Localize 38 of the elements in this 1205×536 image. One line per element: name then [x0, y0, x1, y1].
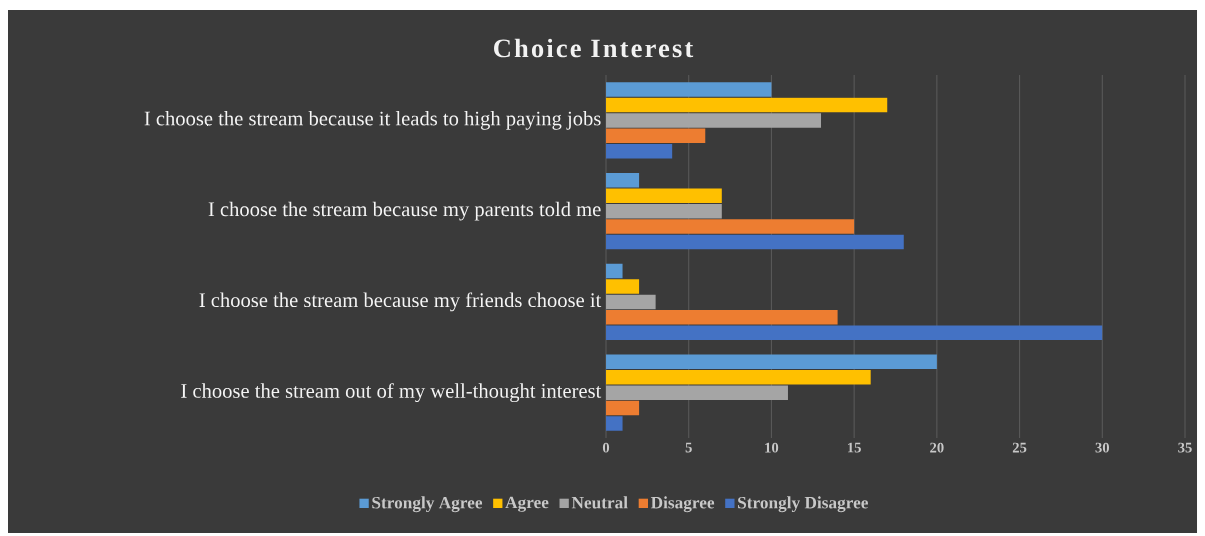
x-tick-label: 0 — [602, 442, 610, 453]
y-tick-label: I choose the stream out of my well-thought interest — [181, 383, 602, 403]
bar — [606, 97, 888, 113]
y-tick-label: I choose the stream because my parents told me — [208, 201, 601, 221]
bar — [606, 369, 871, 385]
bar — [606, 128, 706, 144]
y-tick-label: I choose the stream because it leads to high paying jobs — [144, 111, 601, 130]
bar — [606, 203, 722, 219]
bar — [606, 279, 640, 294]
bar — [606, 400, 640, 416]
bar — [606, 325, 1103, 340]
y-tick-label: I choose the stream because my friends choose it — [199, 292, 602, 312]
bar — [606, 173, 640, 188]
legend-label: Disagree — [650, 496, 715, 513]
legend-label: Agree — [505, 496, 549, 512]
bar — [606, 263, 623, 279]
legend-label: Strongly Disagree — [738, 496, 868, 513]
bar — [606, 234, 904, 250]
bar — [606, 188, 722, 203]
bar — [606, 294, 656, 310]
bar — [606, 310, 838, 325]
x-tick-label: 35 — [1178, 442, 1192, 453]
bar — [606, 219, 855, 234]
x-tick-label: 10 — [765, 442, 779, 453]
chart-title: Choice Interest — [494, 38, 694, 58]
legend-label: Strongly Agree — [372, 496, 483, 513]
x-tick-label: 5 — [685, 442, 692, 453]
bar — [606, 113, 822, 128]
x-tick-label: 15 — [848, 442, 861, 453]
bar — [606, 354, 937, 370]
legend-label: Neutral — [571, 496, 628, 509]
x-tick-label: 20 — [930, 442, 944, 453]
x-tick-label: 25 — [1012, 442, 1027, 453]
bar — [606, 143, 673, 159]
bar — [606, 82, 772, 97]
x-tick-label: 30 — [1095, 442, 1110, 453]
bar — [606, 385, 788, 400]
bar — [606, 416, 623, 431]
